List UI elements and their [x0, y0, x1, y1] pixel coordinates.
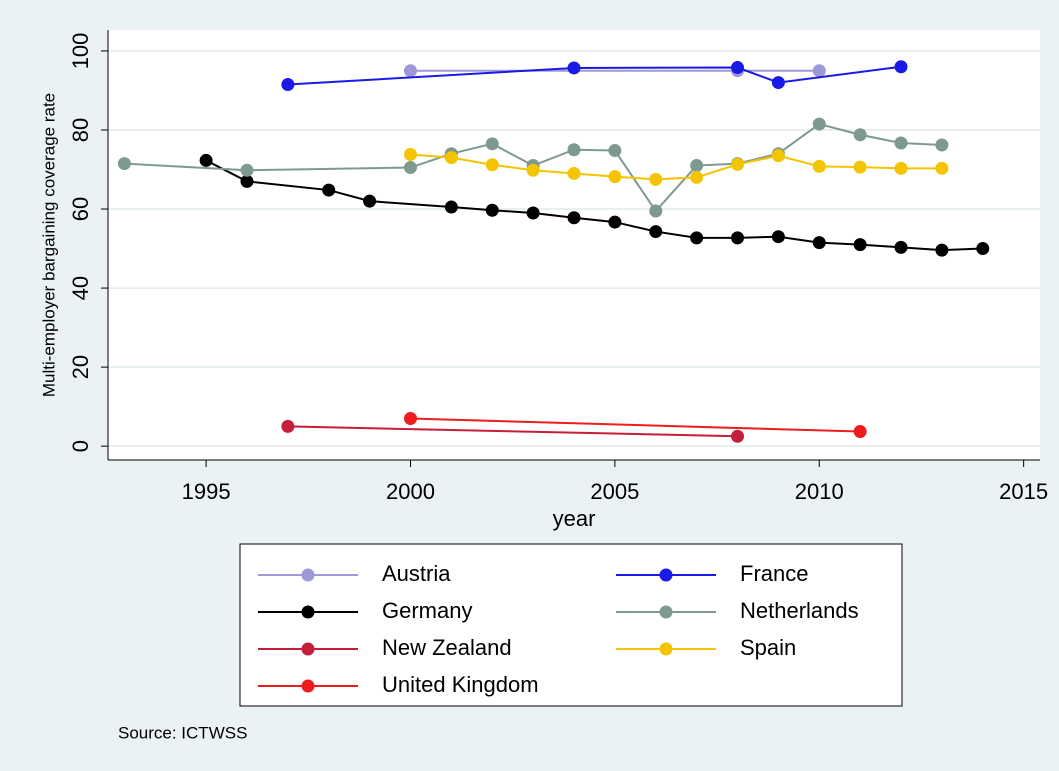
- legend-label: France: [740, 561, 808, 586]
- y-tick-label: 0: [68, 440, 93, 452]
- data-point: [935, 161, 949, 175]
- data-point: [199, 153, 213, 167]
- legend-label: Germany: [382, 598, 472, 623]
- x-tick-label: 2000: [386, 479, 435, 504]
- x-tick-label: 2010: [795, 479, 844, 504]
- series-line: [124, 122, 942, 213]
- data-point: [935, 243, 949, 257]
- data-point: [731, 61, 745, 75]
- data-point: [403, 64, 417, 78]
- source-note: Source: ICTWSS: [118, 723, 247, 742]
- data-point: [853, 160, 867, 174]
- data-point: [526, 206, 540, 220]
- data-point: [567, 61, 581, 75]
- data-point: [485, 158, 499, 172]
- legend-marker: [301, 679, 315, 693]
- legend-marker: [301, 568, 315, 582]
- data-point: [853, 128, 867, 142]
- data-point: [771, 149, 785, 163]
- series-line: [287, 425, 738, 438]
- data-point: [403, 147, 417, 161]
- data-point: [812, 64, 826, 78]
- x-axis-label: year: [553, 506, 596, 531]
- legend-label: Netherlands: [740, 598, 859, 623]
- series-line: [410, 417, 861, 433]
- data-point: [281, 419, 295, 433]
- data-point: [567, 166, 581, 180]
- data-point: [894, 136, 908, 150]
- plot-area: [108, 30, 1040, 460]
- data-point: [444, 151, 458, 165]
- data-point: [731, 231, 745, 245]
- data-point: [771, 76, 785, 90]
- legend-marker: [301, 642, 315, 656]
- y-tick-label: 20: [68, 355, 93, 379]
- legend-label: New Zealand: [382, 635, 512, 660]
- data-point: [894, 240, 908, 254]
- data-point: [403, 161, 417, 175]
- data-point: [485, 203, 499, 217]
- data-point: [731, 157, 745, 171]
- y-tick-label: 60: [68, 197, 93, 221]
- data-point: [853, 425, 867, 439]
- data-point: [690, 159, 704, 173]
- data-point: [281, 78, 295, 92]
- data-point: [976, 242, 990, 256]
- data-point: [363, 194, 377, 208]
- data-point: [894, 60, 908, 74]
- data-point: [812, 159, 826, 173]
- y-tick-label: 80: [68, 118, 93, 142]
- data-point: [771, 230, 785, 244]
- data-point: [567, 143, 581, 157]
- legend-marker: [659, 568, 673, 582]
- legend-label: Spain: [740, 635, 796, 660]
- data-point: [649, 172, 663, 186]
- data-point: [649, 225, 663, 239]
- data-point: [894, 161, 908, 175]
- y-tick-label: 40: [68, 276, 93, 300]
- data-point: [690, 170, 704, 184]
- data-point: [322, 183, 336, 197]
- y-tick-label: 100: [68, 33, 93, 70]
- x-tick-label: 2015: [999, 479, 1048, 504]
- data-point: [853, 238, 867, 252]
- data-point: [240, 174, 254, 188]
- legend-label: United Kingdom: [382, 672, 539, 697]
- data-point: [567, 211, 581, 225]
- data-point: [485, 137, 499, 151]
- data-point: [731, 429, 745, 443]
- data-point: [608, 170, 622, 184]
- data-point: [935, 138, 949, 152]
- data-point: [444, 200, 458, 214]
- legend-label: Austria: [382, 561, 451, 586]
- data-point: [526, 163, 540, 177]
- series-line: [410, 153, 942, 181]
- data-point: [649, 204, 663, 218]
- legend-marker: [659, 605, 673, 619]
- data-point: [690, 231, 704, 245]
- data-point: [812, 117, 826, 131]
- data-point: [117, 157, 131, 171]
- data-point: [608, 215, 622, 229]
- data-point: [240, 163, 254, 177]
- series-line: [205, 159, 983, 252]
- y-axis-label: Multi-employer bargaining coverage rate: [39, 93, 58, 397]
- data-point: [403, 412, 417, 426]
- data-point: [812, 236, 826, 250]
- data-point: [608, 144, 622, 158]
- x-tick-label: 1995: [182, 479, 231, 504]
- legend-marker: [301, 605, 315, 619]
- legend-box: [239, 543, 903, 707]
- legend-marker: [659, 642, 673, 656]
- x-tick-label: 2005: [590, 479, 639, 504]
